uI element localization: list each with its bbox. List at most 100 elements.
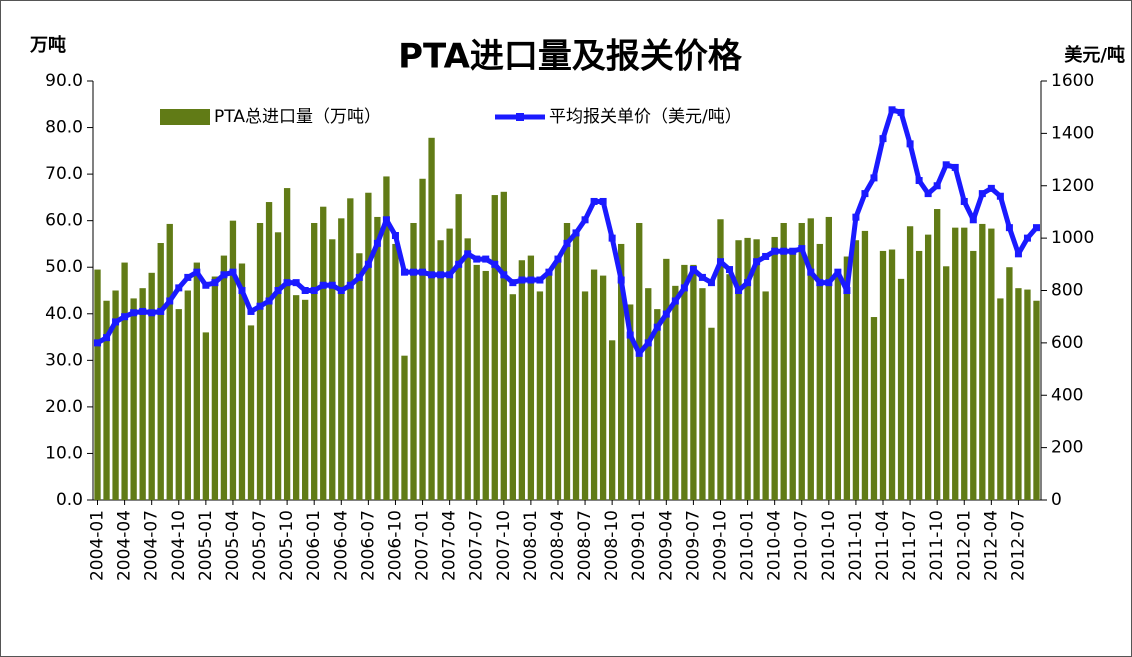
x-tick-label: 2007-07 [467, 510, 487, 581]
bar [473, 264, 480, 500]
bar [563, 222, 571, 500]
line-marker [184, 273, 192, 281]
bar [970, 250, 977, 500]
line-marker [996, 192, 1004, 200]
line-marker [482, 255, 490, 263]
bar [157, 243, 164, 500]
line-marker [969, 216, 977, 224]
y-tick-label: 60.0 [45, 211, 83, 231]
bar [491, 195, 498, 501]
y2-tick-label: 0 [1051, 490, 1062, 510]
line-marker [581, 216, 589, 224]
bar [636, 222, 643, 500]
line-marker [400, 268, 408, 276]
bar [708, 327, 715, 500]
y2-tick-label: 200 [1051, 438, 1083, 458]
line-marker [1005, 224, 1013, 232]
line-marker [509, 279, 517, 287]
bar [997, 298, 1004, 500]
line-marker [689, 266, 697, 274]
line-marker [617, 276, 625, 284]
line-marker [644, 339, 652, 347]
y2-tick-label: 1400 [1051, 123, 1094, 143]
bar [518, 260, 526, 500]
line-marker [816, 279, 824, 287]
line-marker [843, 287, 851, 294]
bar [943, 266, 950, 500]
line-marker [1023, 234, 1031, 242]
line-marker [346, 281, 354, 289]
bar [979, 223, 986, 501]
bar [816, 243, 823, 500]
bar [329, 239, 336, 501]
bar [843, 256, 851, 500]
line-marker [130, 309, 138, 317]
bar [94, 269, 101, 500]
line-marker [292, 279, 300, 287]
line-marker [924, 190, 932, 198]
line-marker [554, 255, 562, 263]
bar [365, 192, 372, 500]
line-marker [328, 281, 336, 289]
bar [572, 232, 580, 501]
bar [645, 288, 652, 500]
bar [265, 202, 273, 501]
line-marker [256, 302, 264, 310]
line-marker [428, 271, 436, 279]
bar [1015, 288, 1022, 500]
line-marker [780, 247, 788, 255]
bar [211, 276, 219, 500]
line-marker [987, 184, 995, 192]
line-marker [915, 177, 923, 185]
line-marker [1032, 224, 1040, 232]
line-marker [852, 213, 860, 221]
line-marker [274, 287, 282, 294]
bar [446, 228, 453, 500]
line-marker [238, 287, 246, 294]
line-marker [419, 268, 427, 276]
x-tick-label: 2012-07 [1008, 510, 1028, 581]
line-marker [536, 276, 544, 284]
bar [356, 253, 363, 500]
y-tick-label: 0.0 [56, 490, 83, 510]
bar [320, 206, 327, 500]
bar [121, 262, 128, 500]
line-marker [671, 297, 679, 305]
x-tick-label: 2005-04 [223, 510, 243, 581]
line-marker [202, 281, 210, 289]
y-tick-label: 20.0 [45, 397, 83, 417]
line-marker [247, 307, 255, 315]
y-tick-label: 50.0 [45, 257, 83, 277]
bar [672, 285, 679, 500]
bar [455, 194, 462, 500]
x-tick-label: 2012-01 [954, 510, 974, 581]
x-tick-label: 2008-04 [548, 510, 568, 581]
x-tick-label: 2008-10 [602, 510, 622, 581]
line-marker [563, 239, 571, 247]
line-marker [121, 313, 129, 321]
line-marker [94, 339, 102, 347]
line-marker [653, 323, 661, 331]
bar [599, 275, 607, 500]
bar [193, 262, 200, 500]
bar [789, 253, 796, 500]
legend-swatch [516, 113, 524, 121]
bar [536, 291, 544, 500]
bar [1024, 289, 1031, 500]
bar [590, 269, 598, 500]
line-marker [455, 260, 463, 268]
x-tick-label: 2008-07 [575, 510, 595, 581]
bar [220, 255, 228, 500]
y2-tick-label: 800 [1051, 281, 1083, 301]
bar [509, 294, 516, 500]
line-marker [139, 307, 147, 315]
bar [852, 240, 860, 500]
line-marker [735, 287, 743, 294]
x-tick-label: 2004-01 [88, 510, 108, 581]
bar [401, 355, 408, 500]
line-marker [211, 279, 219, 287]
bar [112, 290, 119, 500]
line-marker [1014, 250, 1022, 258]
line-marker [888, 106, 896, 114]
